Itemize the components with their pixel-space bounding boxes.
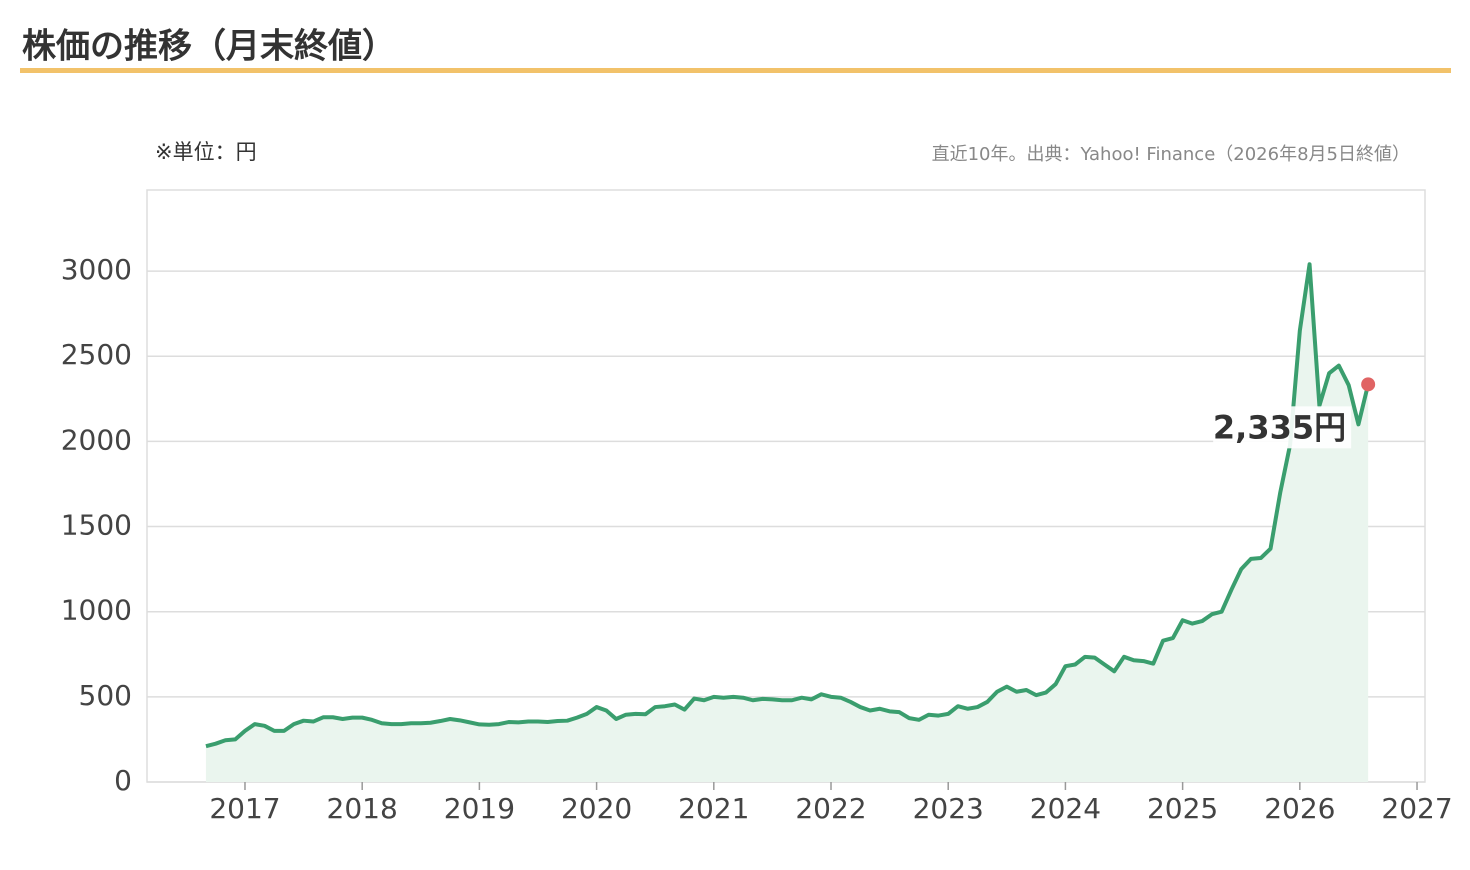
x-tick-label: 2024 (1030, 792, 1101, 825)
x-tick-label: 2026 (1264, 792, 1335, 825)
y-tick-label: 2500 (61, 338, 132, 371)
title-underline (20, 68, 1451, 73)
x-tick-label: 2020 (561, 792, 632, 825)
y-tick-label: 1500 (61, 509, 132, 542)
unit-note: ※単位：円 (155, 140, 257, 164)
y-tick-label: 2000 (61, 423, 132, 456)
x-tick-label: 2021 (678, 792, 749, 825)
y-tick-label: 3000 (61, 253, 132, 286)
source-note: 直近10年。出典：Yahoo! Finance（2026年8月5日終値） (932, 144, 1410, 165)
x-tick-label: 2019 (444, 792, 515, 825)
line (205, 262, 1371, 749)
page-title: 株価の推移（月末終値） (22, 27, 396, 67)
x-tick-label: 2027 (1381, 792, 1452, 825)
end-point (1361, 377, 1376, 392)
y-tick-label: 0 (114, 764, 132, 797)
y-tick-label: 1000 (61, 594, 132, 627)
x-tick-label: 2018 (327, 792, 398, 825)
y-tick-label: 500 (79, 679, 132, 712)
label-background (1213, 406, 1352, 449)
x-tick-label: 2017 (209, 792, 280, 825)
area (205, 264, 1369, 782)
x-tick-label: 2023 (913, 792, 984, 825)
x-tick-label: 2025 (1147, 792, 1218, 825)
value-label: 2,335円 (1213, 408, 1346, 446)
x-tick-label: 2022 (795, 792, 866, 825)
